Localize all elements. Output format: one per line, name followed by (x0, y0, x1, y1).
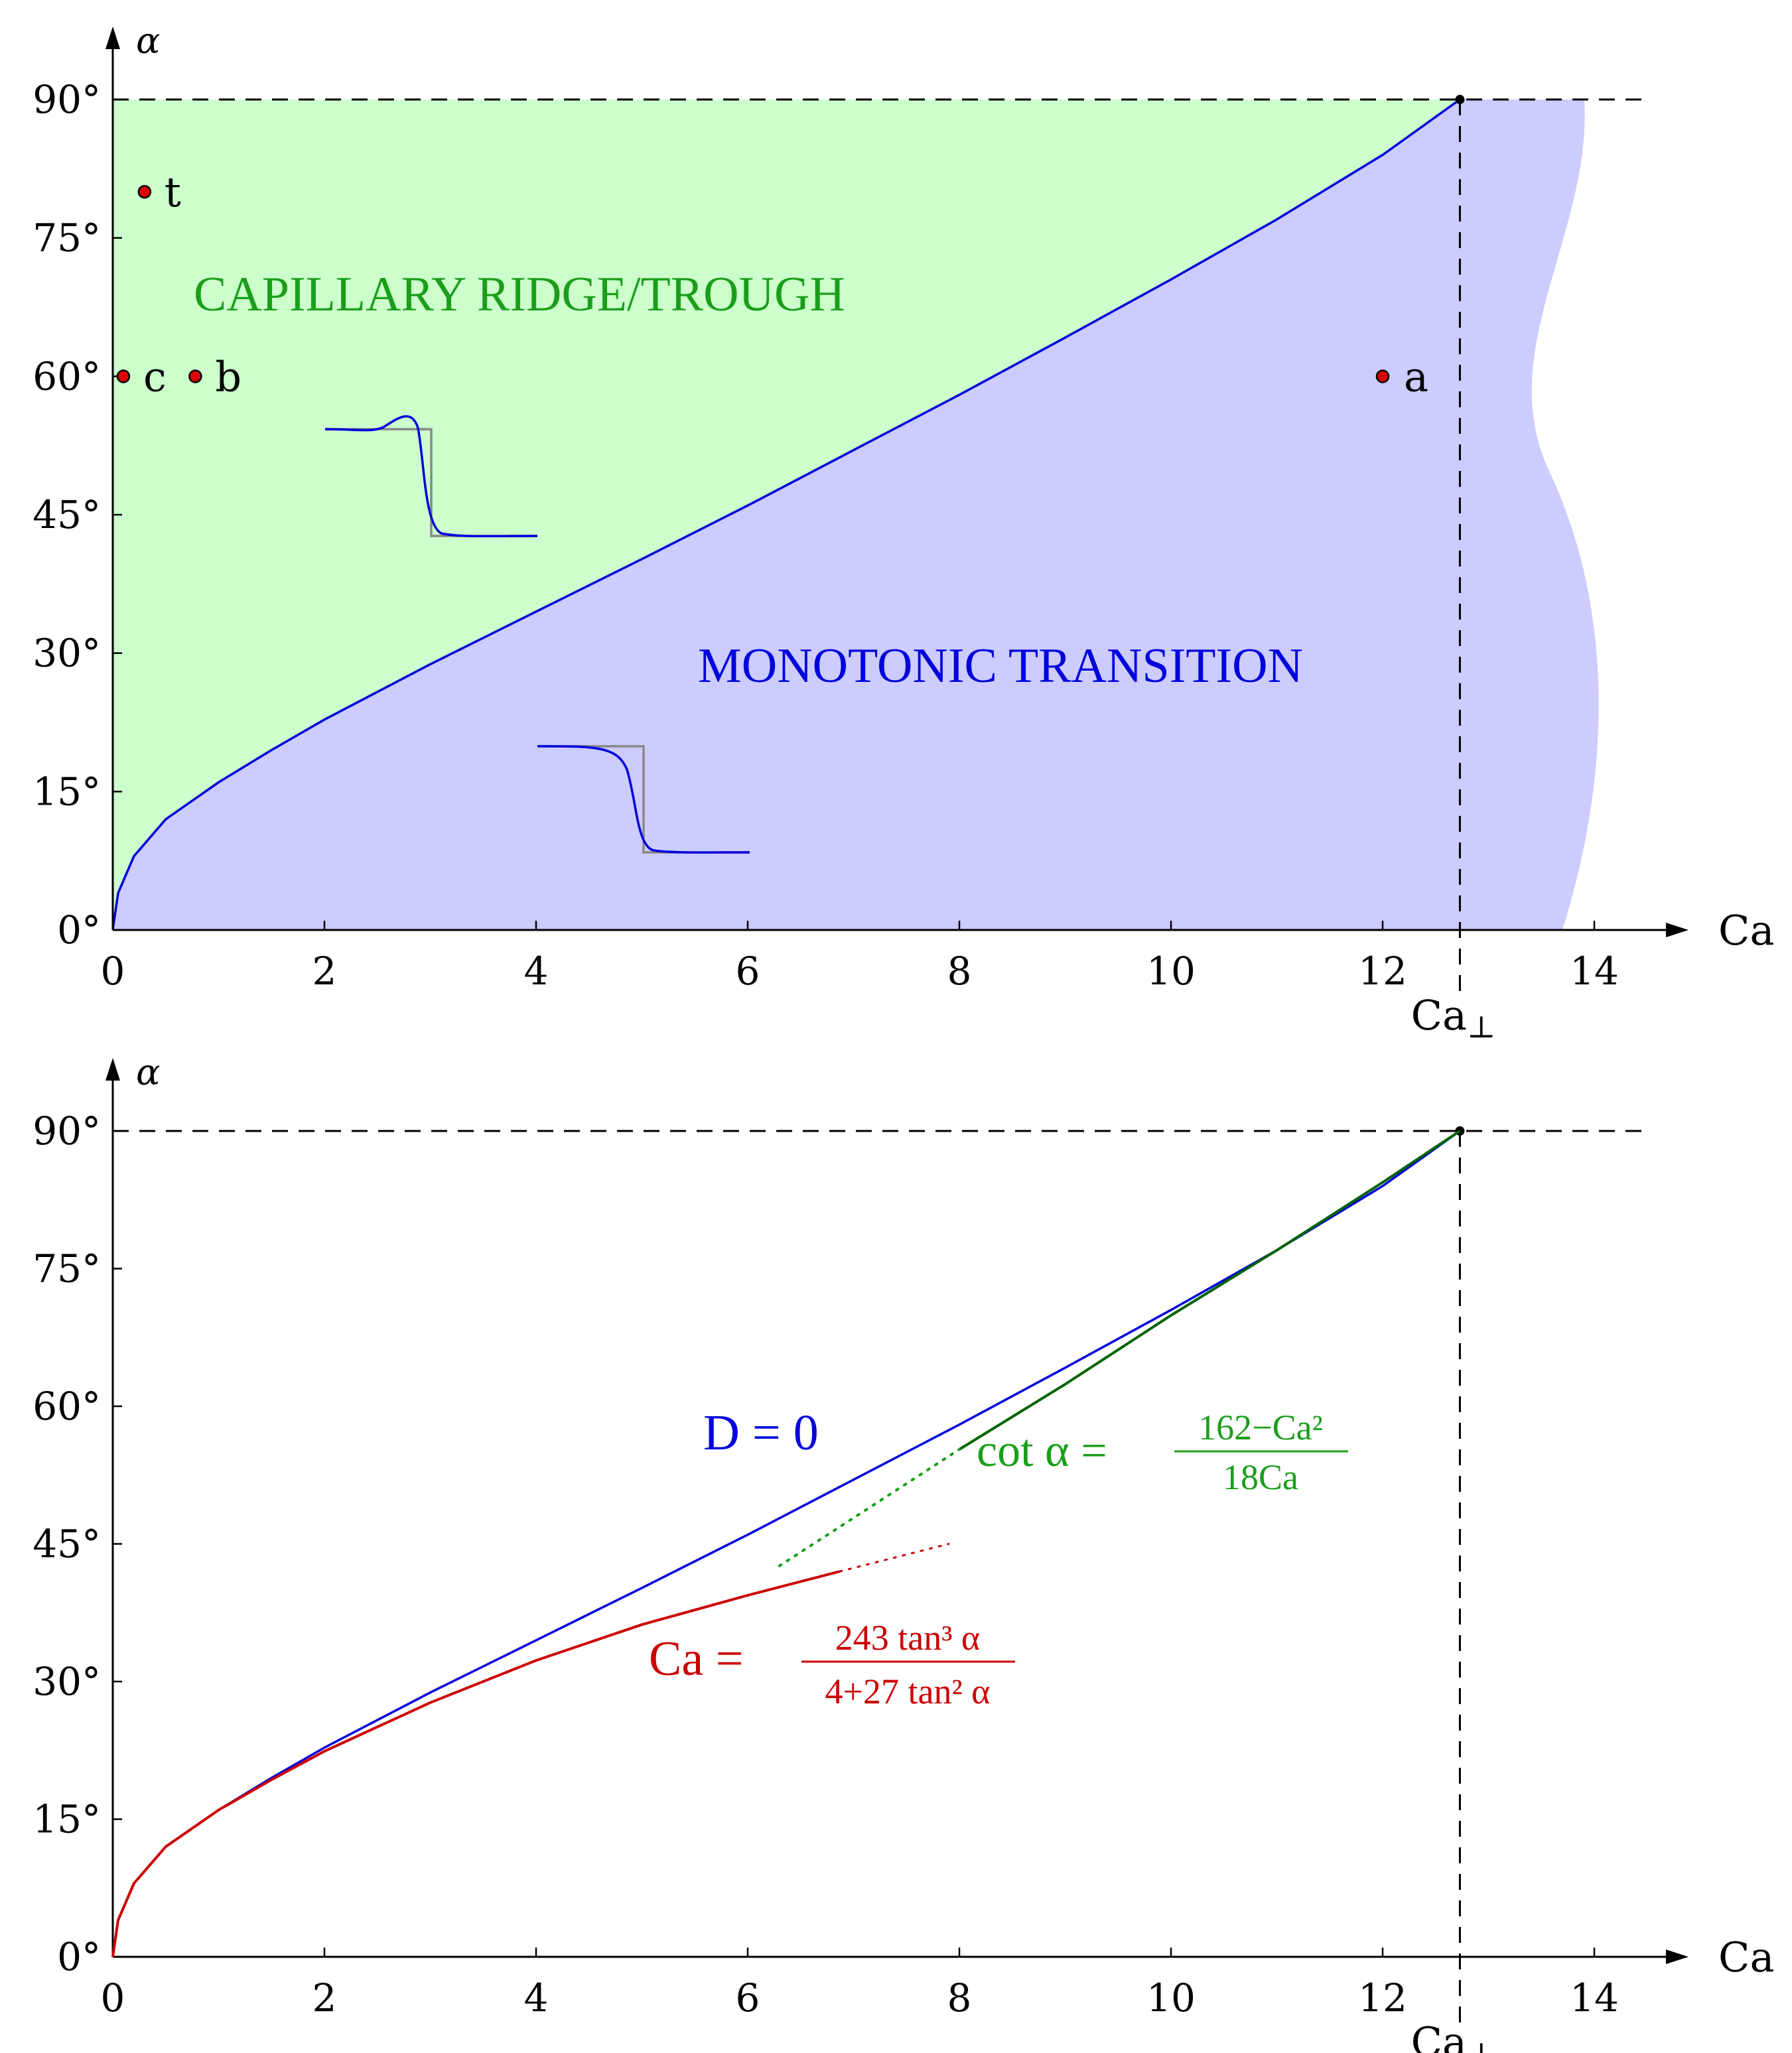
ca-perp-subscript: ⊥ (1467, 1009, 1495, 1045)
series-red-asymptote (111, 1570, 841, 1957)
ca-perp-label: Ca⊥ (1411, 991, 1496, 1045)
point-t (137, 184, 152, 199)
point-label-b: b (215, 352, 241, 401)
x-axis-arrow (1666, 1950, 1689, 1964)
inset-ridge-profile (324, 415, 538, 538)
x-tick-label: 14 (1570, 1975, 1619, 2020)
ca-perp-subscript: ⊥ (1467, 2036, 1495, 2053)
bottom-panel: Ca α 0 2 4 6 8 10 12 14 0° 15° 30° 45° 60° 75° 90° Ca⊥ D =… (33, 1051, 1774, 2053)
point-label-c: c (143, 352, 167, 401)
point-a (1375, 369, 1390, 383)
x-tick-label: 10 (1146, 1975, 1196, 2020)
series-green-asymptote (958, 1130, 1461, 1451)
y-tick-label: 0° (57, 907, 101, 953)
label-green-numerator: 162−Ca² (1198, 1408, 1323, 1447)
top-panel: Ca α 0 2 4 6 8 10 12 14 0° 15° 30° 45° 60° 75° 90° Ca⊥ CAP… (33, 20, 1774, 1045)
ca-perp-label: Ca⊥ (1411, 2018, 1496, 2053)
x-tick-label: 12 (1358, 949, 1407, 994)
point-label-t: t (165, 168, 181, 216)
y-tick-label: 60° (33, 354, 101, 399)
x-tick-label: 6 (736, 1975, 760, 2020)
y-axis-arrow (105, 27, 120, 49)
y-axis-arrow (105, 1058, 120, 1081)
label-red-lhs: Ca = (649, 1632, 743, 1686)
y-tick-label: 15° (33, 769, 101, 814)
y-tick-label: 15° (33, 1797, 101, 1842)
region-label-ridge: CAPILLARY RIDGE/TROUGH (194, 267, 845, 322)
x-tick-label: 8 (947, 949, 972, 994)
y-tick-label: 0° (57, 1934, 101, 1979)
x-tick-label: 14 (1570, 949, 1619, 994)
label-red-numerator: 243 tan³ α (835, 1618, 980, 1658)
x-tick-label: 4 (524, 1975, 549, 2020)
x-tick-label: 0 (101, 949, 125, 994)
monotonic-region (113, 99, 1599, 930)
y-axis-label: α (136, 1051, 160, 1093)
x-tick-label: 6 (736, 949, 760, 994)
label-d-zero: D = 0 (703, 1405, 819, 1461)
series-red-dotted (839, 1543, 950, 1573)
x-axis-label: Ca (1718, 906, 1774, 955)
series-d-zero (111, 1130, 1461, 1957)
label-green-denominator: 18Ca (1223, 1457, 1298, 1497)
ca-perp-point (1455, 95, 1465, 104)
boundary-curve (111, 98, 1461, 931)
y-tick-label: 90° (33, 77, 101, 122)
label-red-denominator: 4+27 tan² α (825, 1672, 991, 1711)
x-tick-label: 2 (312, 949, 337, 994)
x-axis-label: Ca (1718, 1933, 1774, 1981)
y-tick-label: 45° (33, 1522, 101, 1567)
y-axis-label: α (136, 20, 160, 62)
y-tick-label: 30° (33, 631, 101, 676)
label-green-lhs: cot α = (977, 1425, 1107, 1477)
x-tick-label: 4 (524, 949, 549, 994)
ridge-region (113, 99, 1460, 930)
x-tick-label: 0 (101, 1975, 125, 2020)
y-tick-label: 90° (33, 1108, 101, 1154)
region-label-monotonic: MONOTONIC TRANSITION (698, 639, 1303, 693)
x-tick-label: 8 (947, 1975, 972, 2020)
point-c (116, 369, 131, 383)
y-tick-label: 75° (33, 1246, 101, 1291)
x-tick-label: 10 (1146, 949, 1196, 994)
y-tick-label: 60° (33, 1384, 101, 1429)
y-tick-label: 30° (33, 1659, 101, 1704)
inset-monotonic-profile (537, 745, 750, 854)
y-tick-label: 45° (33, 492, 101, 537)
x-tick-label: 12 (1358, 1975, 1407, 2020)
y-tick-label: 75° (33, 216, 101, 261)
x-tick-label: 2 (312, 1975, 337, 2020)
point-label-a: a (1404, 352, 1428, 401)
series-green-dotted (778, 1448, 961, 1567)
x-axis-arrow (1666, 923, 1689, 937)
point-b (188, 369, 202, 383)
